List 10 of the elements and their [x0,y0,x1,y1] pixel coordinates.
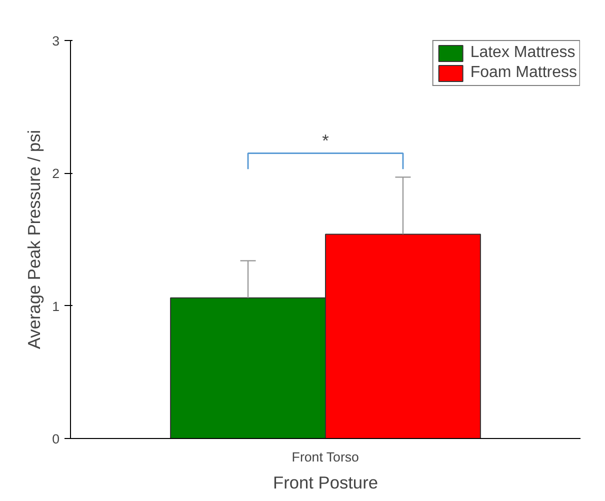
y-axis-title: Average Peak Pressure / psi [24,130,44,350]
legend-label: Latex Mattress [470,44,576,62]
y-tick-label: 3 [52,34,60,48]
legend-label: Foam Mattress [470,64,577,82]
y-tick-label: 2 [52,166,60,182]
y-tick-label: 1 [52,298,60,314]
annotation: * [322,130,330,151]
y-tick-label: 0 [52,432,60,446]
x-axis-title: Front Posture [273,472,378,492]
x-tick-label: Front Torso [292,450,359,464]
